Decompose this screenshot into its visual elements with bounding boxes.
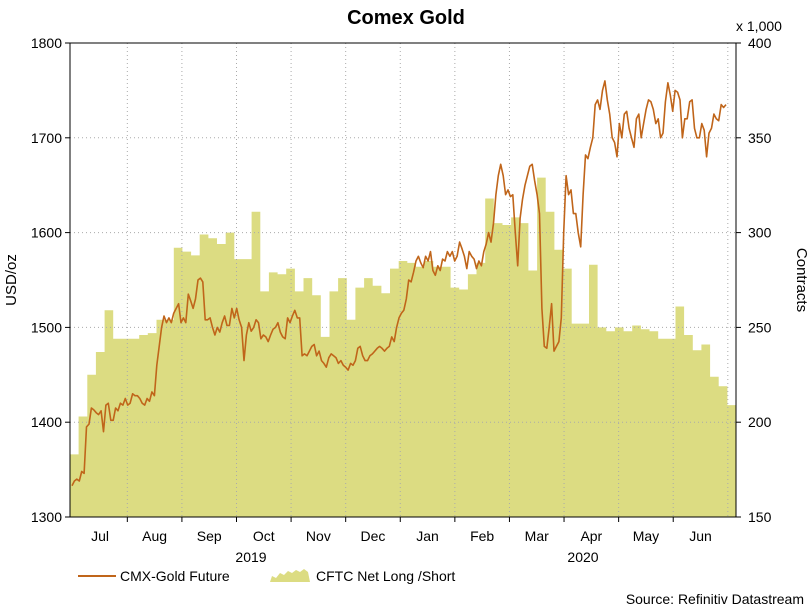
line-layer [71, 80, 727, 487]
right-axis: 150 200 250 300 350 400 [736, 35, 772, 525]
x-tick-label: Aug [142, 528, 167, 544]
x-tick-label: May [633, 528, 659, 544]
area-layer [70, 177, 736, 517]
right-tick-label: 250 [748, 319, 772, 335]
left-tick-label: 1300 [31, 509, 62, 525]
series-line-gold [71, 80, 727, 487]
left-axis-label: USD/oz [3, 254, 20, 306]
right-axis-label: Contracts [793, 248, 810, 312]
right-axis-multiplier: x 1,000 [736, 18, 782, 34]
right-tick-label: 350 [748, 130, 772, 146]
year-label-2019: 2019 [235, 549, 266, 565]
x-tick-label: Mar [525, 528, 549, 544]
left-tick-label: 1800 [31, 35, 62, 51]
x-tick-label: Jul [91, 528, 109, 544]
source-note: Source: Refinitiv Datastream [626, 591, 804, 607]
right-tick-label: 200 [748, 414, 772, 430]
legend-label-gold: CMX-Gold Future [120, 568, 230, 584]
right-tick-label: 300 [748, 225, 772, 241]
left-tick-label: 1500 [31, 319, 62, 335]
legend-label-cftc: CFTC Net Long /Short [316, 568, 455, 584]
year-label-2020: 2020 [567, 549, 598, 565]
x-tick-label: Dec [361, 528, 386, 544]
x-tick-label: Jun [689, 528, 712, 544]
right-tick-label: 150 [748, 509, 772, 525]
plot-area [69, 42, 737, 518]
x-tick-label: Jan [416, 528, 439, 544]
left-tick-label: 1400 [31, 414, 62, 430]
x-tick-label: Sep [197, 528, 222, 544]
series-area-cftc [70, 177, 736, 517]
legend-area-swatch [270, 569, 310, 582]
left-tick-label: 1700 [31, 130, 62, 146]
plot-frame [69, 42, 737, 518]
left-tick-label: 1600 [31, 225, 62, 241]
grid-layer [70, 43, 736, 517]
x-tick-label: Nov [306, 528, 331, 544]
right-tick-label: 400 [748, 35, 772, 51]
chart-title: Comex Gold [347, 7, 465, 29]
left-axis: 1300 1400 1500 1600 1700 1800 [31, 35, 70, 525]
x-tick-label: Feb [470, 528, 494, 544]
x-tick-label: Apr [580, 528, 602, 544]
x-axis: Jul Aug Sep Oct Nov Dec Jan Feb Mar Apr May Jun [91, 517, 712, 544]
x-tick-label: Oct [253, 528, 275, 544]
legend: CMX-Gold Future CFTC Net Long /Short [78, 568, 455, 584]
